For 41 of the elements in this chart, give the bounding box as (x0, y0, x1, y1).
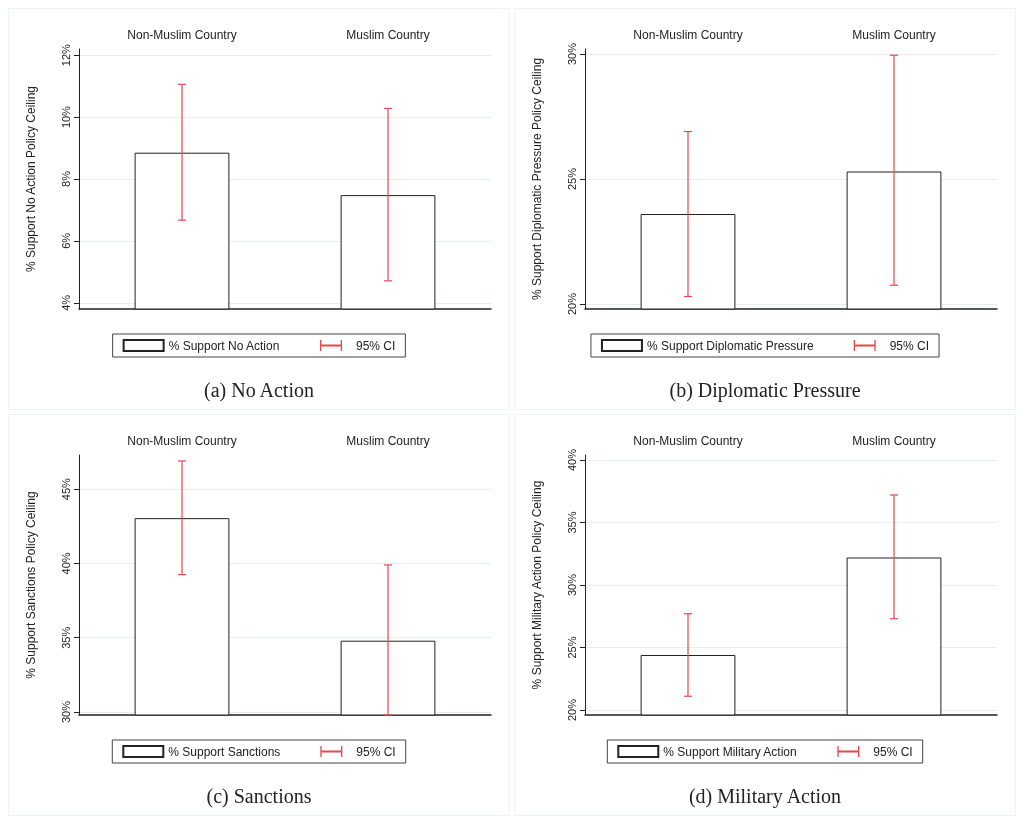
x-tick-label: Non-Muslim Country (127, 434, 237, 448)
text: (d) Military Action (688, 785, 842, 808)
x-tick-label: Muslim Country (346, 434, 430, 448)
text: 95% CI (873, 744, 913, 759)
y-axis-title: % Support Military Action Policy Ceiling (530, 480, 544, 690)
y-tick-label: 12% (59, 43, 72, 67)
x-tick-label: Muslim Country (346, 28, 430, 42)
text: (b) Diplomatic Pressure (669, 379, 861, 402)
legend-label: % Support Military Action (663, 744, 797, 759)
legend-label: % Support No Action (168, 338, 280, 353)
x-tick-label: Non-Muslim Country (633, 434, 743, 448)
y-tick-label: 4% (59, 294, 72, 311)
legend-label: % Support Diplomatic Pressure (646, 338, 815, 353)
text: 95% CI (889, 338, 930, 353)
y-tick-label: 30% (59, 700, 72, 724)
y-tick-label: 10% (59, 105, 72, 129)
x-tick-label: Non-Muslim Country (633, 28, 743, 42)
y-tick-label: 35% (59, 626, 72, 649)
y-tick-label: 40% (59, 552, 72, 575)
y-axis-title: % Support No Action Policy Ceiling (24, 85, 38, 273)
text: 95% CI (356, 338, 396, 353)
text: 95% CI (356, 744, 396, 759)
y-tick-label: 35% (565, 511, 578, 534)
y-axis-title: % Support Diplomatic Pressure Policy Ceiling (530, 57, 544, 301)
y-axis-title: % Support Sanctions Policy Ceiling (24, 491, 38, 679)
y-tick-label: 8% (59, 170, 72, 187)
y-tick-label: 40% (565, 448, 578, 472)
y-tick-label: 30% (565, 573, 578, 597)
y-tick-label: 25% (565, 167, 578, 191)
text: (c) Sanctions (206, 785, 312, 808)
x-tick-label: Muslim Country (852, 28, 936, 42)
text: (a) No Action (204, 379, 314, 402)
y-tick-label: 20% (565, 292, 578, 316)
x-tick-label: Muslim Country (852, 434, 936, 448)
x-tick-label: Non-Muslim Country (127, 28, 237, 42)
y-tick-label: 20% (565, 698, 578, 722)
y-tick-label: 6% (59, 232, 72, 249)
y-tick-label: 45% (59, 477, 72, 501)
y-tick-label: 25% (565, 636, 578, 659)
y-tick-label: 30% (565, 42, 578, 66)
legend-label: % Support Sanctions (168, 744, 281, 759)
